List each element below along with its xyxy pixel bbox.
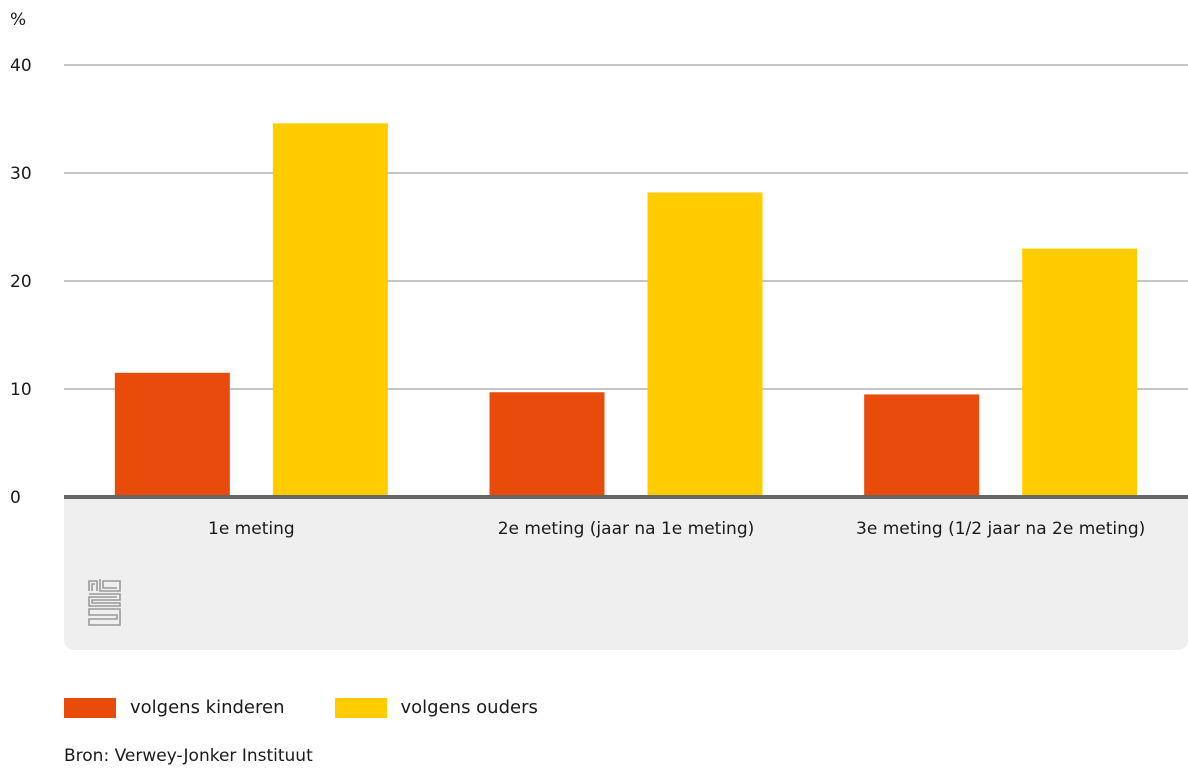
bar [1022,248,1138,497]
bar [489,392,605,497]
category-label: 1e meting [208,519,295,539]
legend-label-ouders: volgens ouders [400,697,538,718]
y-tick-label: 0 [10,488,21,508]
gridlines [64,64,1188,390]
legend-label-kinderen: volgens kinderen [130,697,285,718]
y-unit-label: % [10,10,26,30]
y-tick-labels: 0 10 20 30 40 [10,56,32,508]
category-label-band-top [64,498,1188,518]
legend: volgens kinderen volgens ouders [64,697,588,718]
y-tick-label: 30 [10,164,32,184]
bar [272,123,388,497]
bars [114,123,1138,497]
bar [647,192,763,497]
y-tick-label: 10 [10,380,32,400]
y-tick-label: 40 [10,56,32,76]
category-label: 3e meting (1/2 jaar na 2e meting) [856,519,1145,539]
source-note: Bron: Verwey-Jonker Instituut [64,746,313,766]
category-label: 2e meting (jaar na 1e meting) [498,519,755,539]
bar [114,372,230,497]
category-labels: 1e meting 2e meting (jaar na 1e meting) 3e… [208,519,1145,539]
category-label-band [64,498,1188,650]
legend-swatch-ouders [334,697,387,718]
legend-swatch-kinderen [64,697,116,718]
legend-item-ouders: volgens ouders [334,697,538,718]
y-tick-label: 20 [10,272,32,292]
bar [864,394,980,497]
cbs-logo-icon [88,579,121,626]
legend-item-kinderen: volgens kinderen [64,697,285,718]
chart: % 0 10 20 30 40 1e meting 2e meting (jaar na … [10,10,1188,650]
